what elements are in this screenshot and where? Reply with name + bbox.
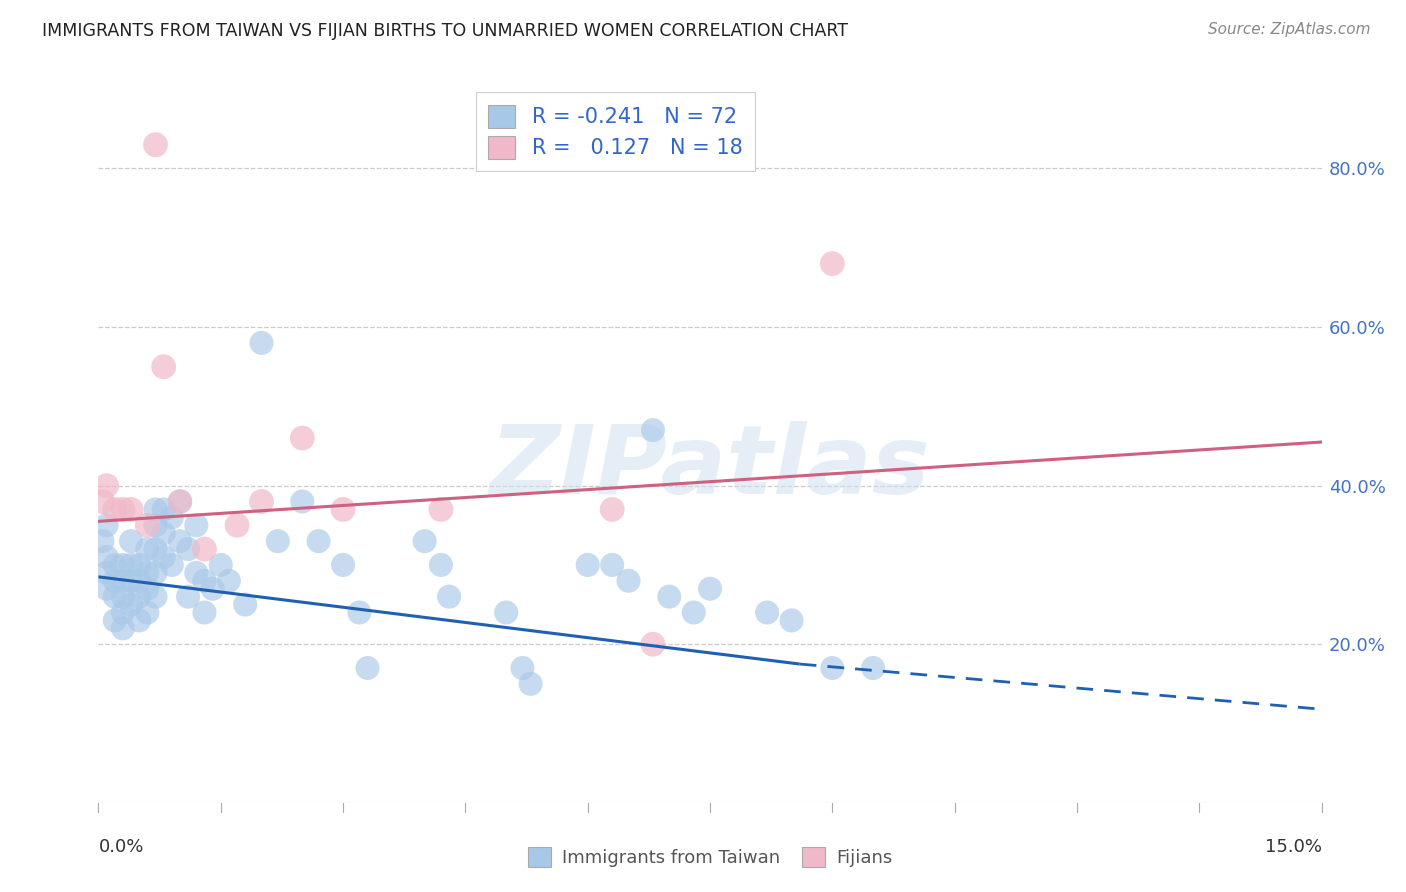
Point bbox=[136, 542, 159, 557]
Point bbox=[177, 590, 200, 604]
Point bbox=[250, 335, 273, 350]
Point bbox=[641, 423, 664, 437]
Point bbox=[96, 478, 118, 492]
Point bbox=[699, 582, 721, 596]
Point bbox=[120, 574, 142, 588]
Point bbox=[169, 494, 191, 508]
Text: ZIPatlas: ZIPatlas bbox=[489, 421, 931, 514]
Text: Births to Unmarried Women: Births to Unmarried Women bbox=[0, 330, 1, 562]
Point bbox=[349, 606, 371, 620]
Point bbox=[136, 582, 159, 596]
Point bbox=[186, 566, 208, 580]
Point bbox=[145, 137, 167, 152]
Point bbox=[136, 518, 159, 533]
Point bbox=[193, 542, 215, 557]
Point bbox=[91, 534, 114, 549]
Point bbox=[413, 534, 436, 549]
Point bbox=[136, 566, 159, 580]
Point bbox=[104, 574, 127, 588]
Point bbox=[682, 606, 704, 620]
Text: 0.0%: 0.0% bbox=[98, 838, 143, 856]
Point bbox=[226, 518, 249, 533]
Point bbox=[111, 590, 134, 604]
Point bbox=[267, 534, 290, 549]
Point bbox=[152, 526, 174, 541]
Point bbox=[177, 542, 200, 557]
Point bbox=[617, 574, 640, 588]
Point bbox=[862, 661, 884, 675]
Point bbox=[91, 494, 114, 508]
Point bbox=[145, 566, 167, 580]
Point bbox=[136, 606, 159, 620]
Point bbox=[576, 558, 599, 572]
Point bbox=[128, 574, 150, 588]
Text: IMMIGRANTS FROM TAIWAN VS FIJIAN BIRTHS TO UNMARRIED WOMEN CORRELATION CHART: IMMIGRANTS FROM TAIWAN VS FIJIAN BIRTHS … bbox=[42, 22, 848, 40]
Point bbox=[169, 494, 191, 508]
Point bbox=[193, 606, 215, 620]
Point bbox=[96, 582, 118, 596]
Point bbox=[111, 558, 134, 572]
Point bbox=[201, 582, 224, 596]
Point bbox=[308, 534, 330, 549]
Point bbox=[152, 359, 174, 374]
Point bbox=[512, 661, 534, 675]
Point bbox=[437, 590, 460, 604]
Point bbox=[111, 574, 134, 588]
Point bbox=[169, 534, 191, 549]
Point bbox=[145, 542, 167, 557]
Point bbox=[160, 558, 183, 572]
Point bbox=[780, 614, 803, 628]
Point bbox=[291, 494, 314, 508]
Point bbox=[120, 598, 142, 612]
Point bbox=[111, 502, 134, 516]
Point bbox=[128, 558, 150, 572]
Point bbox=[145, 518, 167, 533]
Point bbox=[96, 566, 118, 580]
Point bbox=[145, 502, 167, 516]
Point bbox=[209, 558, 232, 572]
Point bbox=[332, 502, 354, 516]
Point bbox=[104, 590, 127, 604]
Point bbox=[332, 558, 354, 572]
Point bbox=[519, 677, 541, 691]
Point bbox=[821, 257, 844, 271]
Point bbox=[495, 606, 517, 620]
Text: Source: ZipAtlas.com: Source: ZipAtlas.com bbox=[1208, 22, 1371, 37]
Point bbox=[104, 502, 127, 516]
Point bbox=[111, 621, 134, 635]
Point bbox=[600, 558, 623, 572]
Text: 15.0%: 15.0% bbox=[1264, 838, 1322, 856]
Point bbox=[291, 431, 314, 445]
Point bbox=[152, 549, 174, 564]
Point bbox=[152, 502, 174, 516]
Point bbox=[104, 558, 127, 572]
Point bbox=[104, 614, 127, 628]
Point bbox=[641, 637, 664, 651]
Point bbox=[756, 606, 779, 620]
Point bbox=[120, 558, 142, 572]
Point bbox=[96, 549, 118, 564]
Point bbox=[120, 534, 142, 549]
Point bbox=[128, 614, 150, 628]
Point bbox=[218, 574, 240, 588]
Point bbox=[233, 598, 256, 612]
Legend: Immigrants from Taiwan, Fijians: Immigrants from Taiwan, Fijians bbox=[519, 838, 901, 876]
Point bbox=[186, 518, 208, 533]
Point bbox=[111, 606, 134, 620]
Point bbox=[120, 502, 142, 516]
Point bbox=[250, 494, 273, 508]
Point bbox=[96, 518, 118, 533]
Point bbox=[430, 502, 453, 516]
Point bbox=[160, 510, 183, 524]
Point bbox=[356, 661, 378, 675]
Point bbox=[128, 590, 150, 604]
Point bbox=[145, 590, 167, 604]
Point bbox=[600, 502, 623, 516]
Point bbox=[193, 574, 215, 588]
Point bbox=[821, 661, 844, 675]
Point bbox=[430, 558, 453, 572]
Point bbox=[658, 590, 681, 604]
